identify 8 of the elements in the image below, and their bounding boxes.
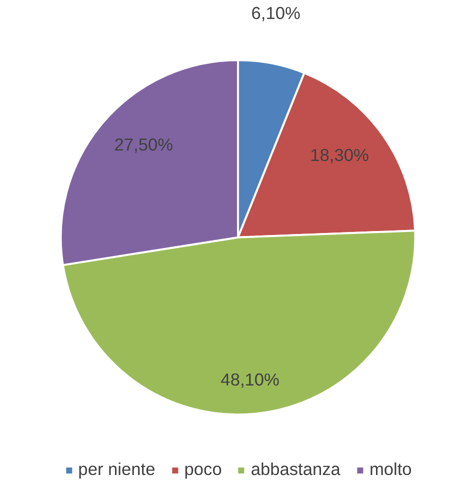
legend-label: poco [184,459,222,480]
data-label: 27,50% [114,134,174,155]
data-label: 18,30% [310,145,369,166]
legend-label: abbastanza [250,459,340,480]
data-label: 6,10% [251,2,300,23]
legend-label: per niente [78,459,156,480]
data-label: 48,10% [220,370,280,390]
legend-label: molto [369,459,412,480]
